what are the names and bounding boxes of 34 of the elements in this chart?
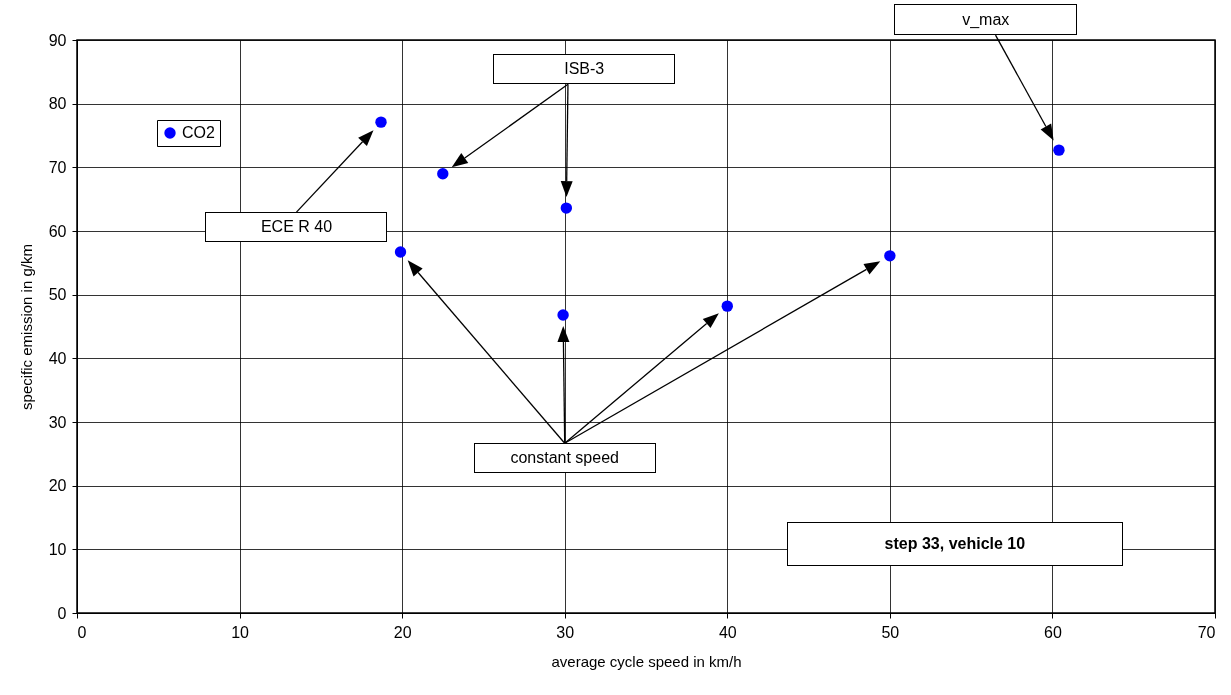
x-tick-label: 60 <box>1044 623 1062 641</box>
annotation: step 33, vehicle 10 <box>884 534 1026 553</box>
point <box>1053 144 1065 156</box>
annotation: constant speed <box>510 449 619 468</box>
x-tick-label: 0 <box>77 623 87 641</box>
x-tick-label: 20 <box>393 623 412 641</box>
point <box>557 309 569 321</box>
legend-label: CO2 <box>182 124 215 141</box>
y-tick-label: 90 <box>48 31 67 49</box>
y-tick-label: 30 <box>48 413 67 431</box>
x-axis-title: average cycle speed in km/h <box>551 652 742 670</box>
y-tick-label: 50 <box>48 286 67 304</box>
annotation: ISB-3 <box>564 60 605 79</box>
x-tick-label: 30 <box>556 623 575 641</box>
x-tick-label: 40 <box>718 623 737 641</box>
y-tick-label: 0 <box>57 604 67 622</box>
y-tick-label: 40 <box>48 349 67 367</box>
y-tick-label: 10 <box>48 540 67 558</box>
point <box>721 300 733 312</box>
x-tick-label: 50 <box>881 623 900 641</box>
y-tick-label: 20 <box>48 477 67 495</box>
point <box>437 168 449 180</box>
x-tick-label: 70 <box>1197 623 1216 641</box>
x-tick-label: 10 <box>231 623 250 641</box>
y-tick-label: 60 <box>48 222 67 240</box>
y-tick-label: 70 <box>48 158 67 176</box>
point <box>375 116 387 128</box>
point <box>884 250 896 262</box>
annotation: ECE R 40 <box>260 218 333 237</box>
point <box>394 246 407 258</box>
y-axis-title: specific emission in g/km <box>17 244 35 410</box>
y-tick-label: 80 <box>48 95 67 113</box>
point <box>560 202 573 214</box>
text: v_max <box>962 10 1010 29</box>
